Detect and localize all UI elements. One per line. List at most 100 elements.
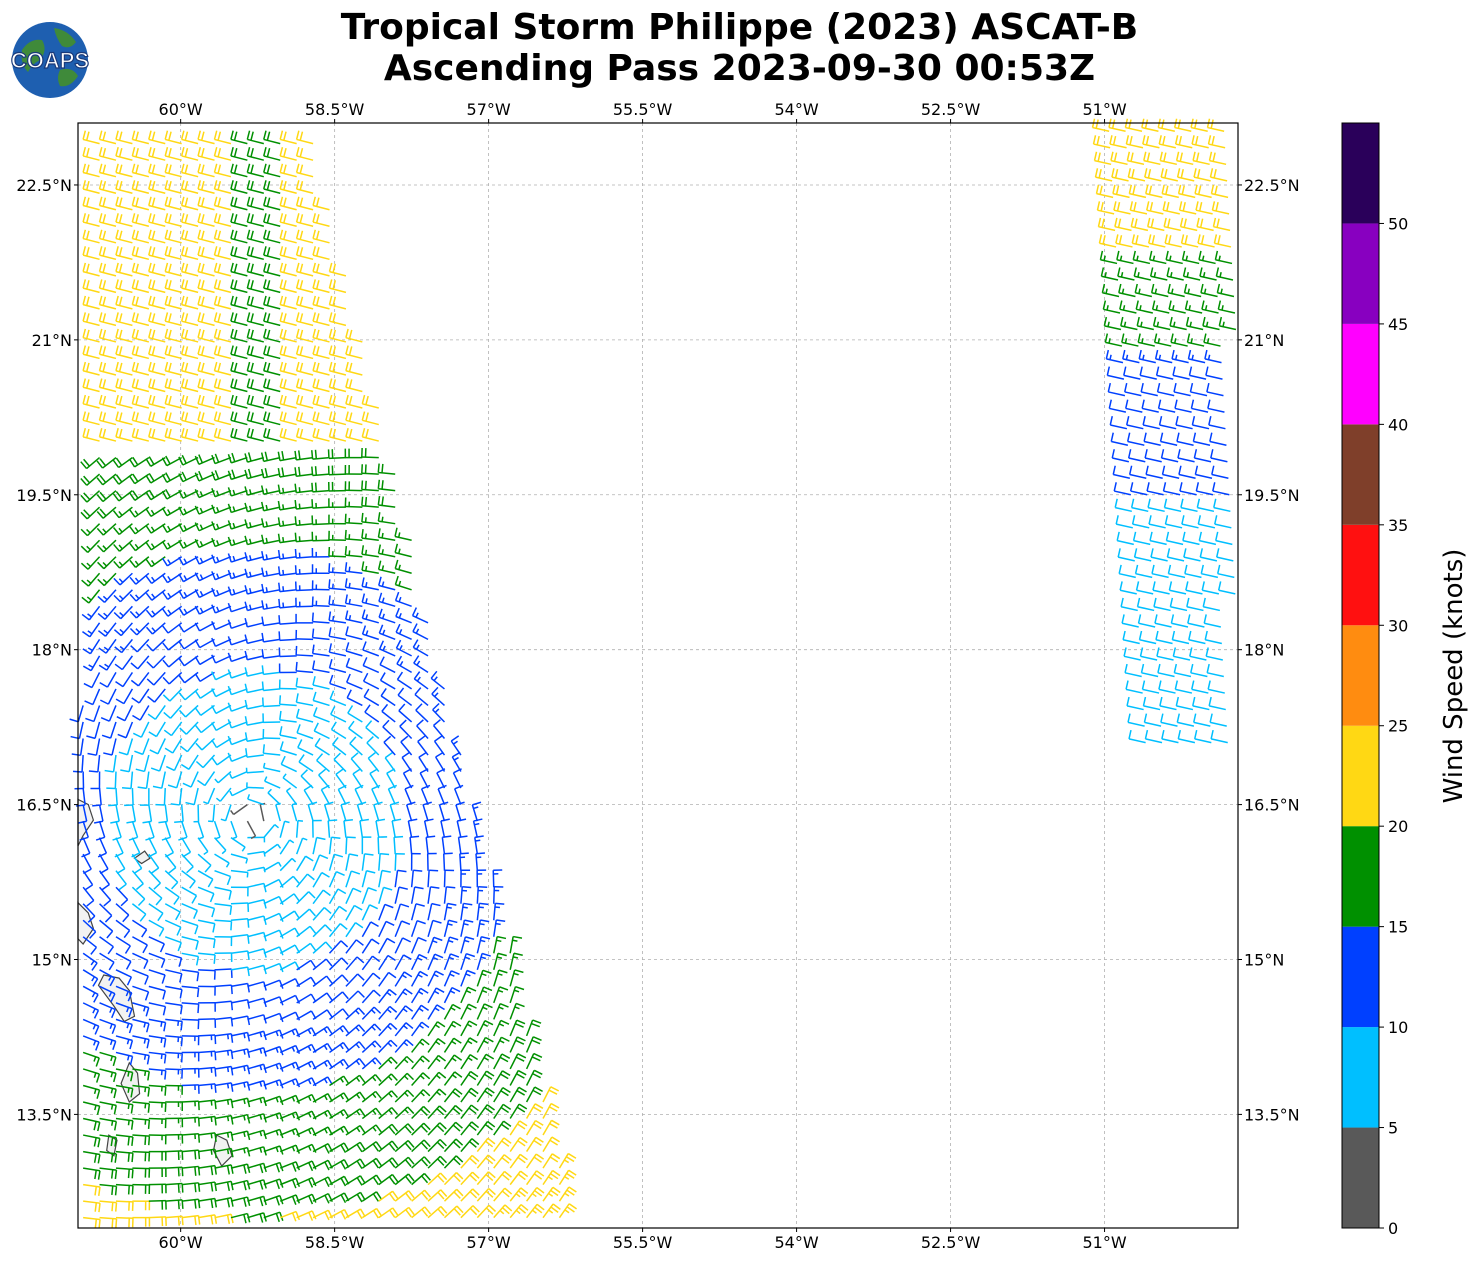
barb-feather [227,586,232,596]
wind-barb [214,1213,234,1224]
wind-barb [180,345,199,360]
wind-barb [245,748,264,758]
barb-feather [342,1042,350,1051]
wind-barb [149,738,166,755]
barb-feather [407,1123,415,1131]
barb-feather [407,1173,415,1182]
barb-shaft [476,919,482,937]
barb-feather [144,1070,147,1077]
barb-feather [497,989,504,993]
barb-feather [148,472,155,482]
barb-shaft [231,787,248,797]
barb-shaft [198,589,215,599]
barb-shaft [122,671,134,687]
barb-feather [226,1165,230,1175]
wind-barb [558,1186,577,1202]
barb-feather [246,1098,251,1108]
barb-feather [437,1208,445,1217]
barb-feather [421,1208,429,1217]
wind-barb [509,1069,527,1086]
barb-feather [139,913,147,922]
barb-feather [326,1026,333,1035]
barb-shaft [216,737,232,749]
wind-barb [509,1187,529,1202]
barb-shaft [493,936,498,954]
barb-feather [226,1034,230,1040]
barb-shaft [247,948,264,955]
barb-feather [115,246,119,256]
barb-feather [85,247,90,257]
wind-barb [345,1124,366,1136]
barb-feather [230,394,234,404]
barb-shaft [153,671,166,686]
wind-barb [476,936,491,954]
barb-feather [118,412,123,422]
barb-feather [180,246,185,256]
barb-shaft [106,672,117,688]
barb-shaft [345,634,363,641]
barb-shaft [134,473,150,485]
wind-barb [145,472,166,484]
barb-shaft [140,721,150,738]
barb-shaft [83,1200,101,1204]
barb-feather [230,1197,234,1207]
barb-feather [391,1157,399,1166]
barb-shaft [346,665,363,674]
barb-shaft [525,1120,537,1136]
barb-feather [217,395,222,405]
barb-feather [118,230,123,240]
wind-barb [103,738,117,756]
barb-shaft [493,919,498,937]
wind-barb [443,869,455,888]
wind-barb [227,652,248,663]
barb-shaft [460,1188,474,1202]
wind-barb [148,1150,167,1161]
barb-feather [213,312,218,322]
barb-shaft [212,804,216,822]
wind-barb [131,312,150,327]
barb-shaft [99,919,114,932]
barb-feather [194,707,202,716]
barb-shaft [329,651,347,657]
logo-text: COAPS [11,48,89,73]
barb-feather [163,1022,167,1032]
barb-feather [295,361,300,371]
wind-barb [230,982,250,993]
barb-feather [437,1158,445,1166]
wind-barb [82,1084,101,1099]
barb-feather [419,970,429,977]
barb-feather [246,1196,251,1206]
wind-barb [132,1150,151,1162]
barb-shaft [150,506,166,518]
wind-barb [279,427,297,442]
barb-shaft [197,254,215,261]
wind-barb [79,820,89,841]
wind-barb [180,229,199,244]
barb-feather [204,864,212,873]
barb-feather [82,394,87,404]
barb-feather [148,1136,151,1146]
barb-feather [483,1056,489,1061]
barb-shaft [345,956,358,971]
wind-barb [126,804,137,824]
wind-barb [178,820,188,841]
barb-feather [325,941,333,950]
barb-feather [356,1160,363,1170]
barb-feather [112,459,120,468]
wind-barb [345,642,363,657]
barb-feather [315,296,320,306]
barb-feather [411,607,418,617]
barb-shaft [132,419,150,426]
barb-shaft [312,872,323,888]
barb-shaft [214,1000,232,1004]
barb-feather [162,625,169,634]
barb-feather [348,412,353,422]
wind-barb [165,1133,184,1144]
barb-shaft [509,1003,517,1020]
barb-feather [118,296,123,306]
barb-feather [343,1075,350,1085]
barb-feather [311,466,314,476]
barb-shaft [362,664,380,674]
wind-barb [377,463,396,475]
wind-barb [262,713,281,724]
